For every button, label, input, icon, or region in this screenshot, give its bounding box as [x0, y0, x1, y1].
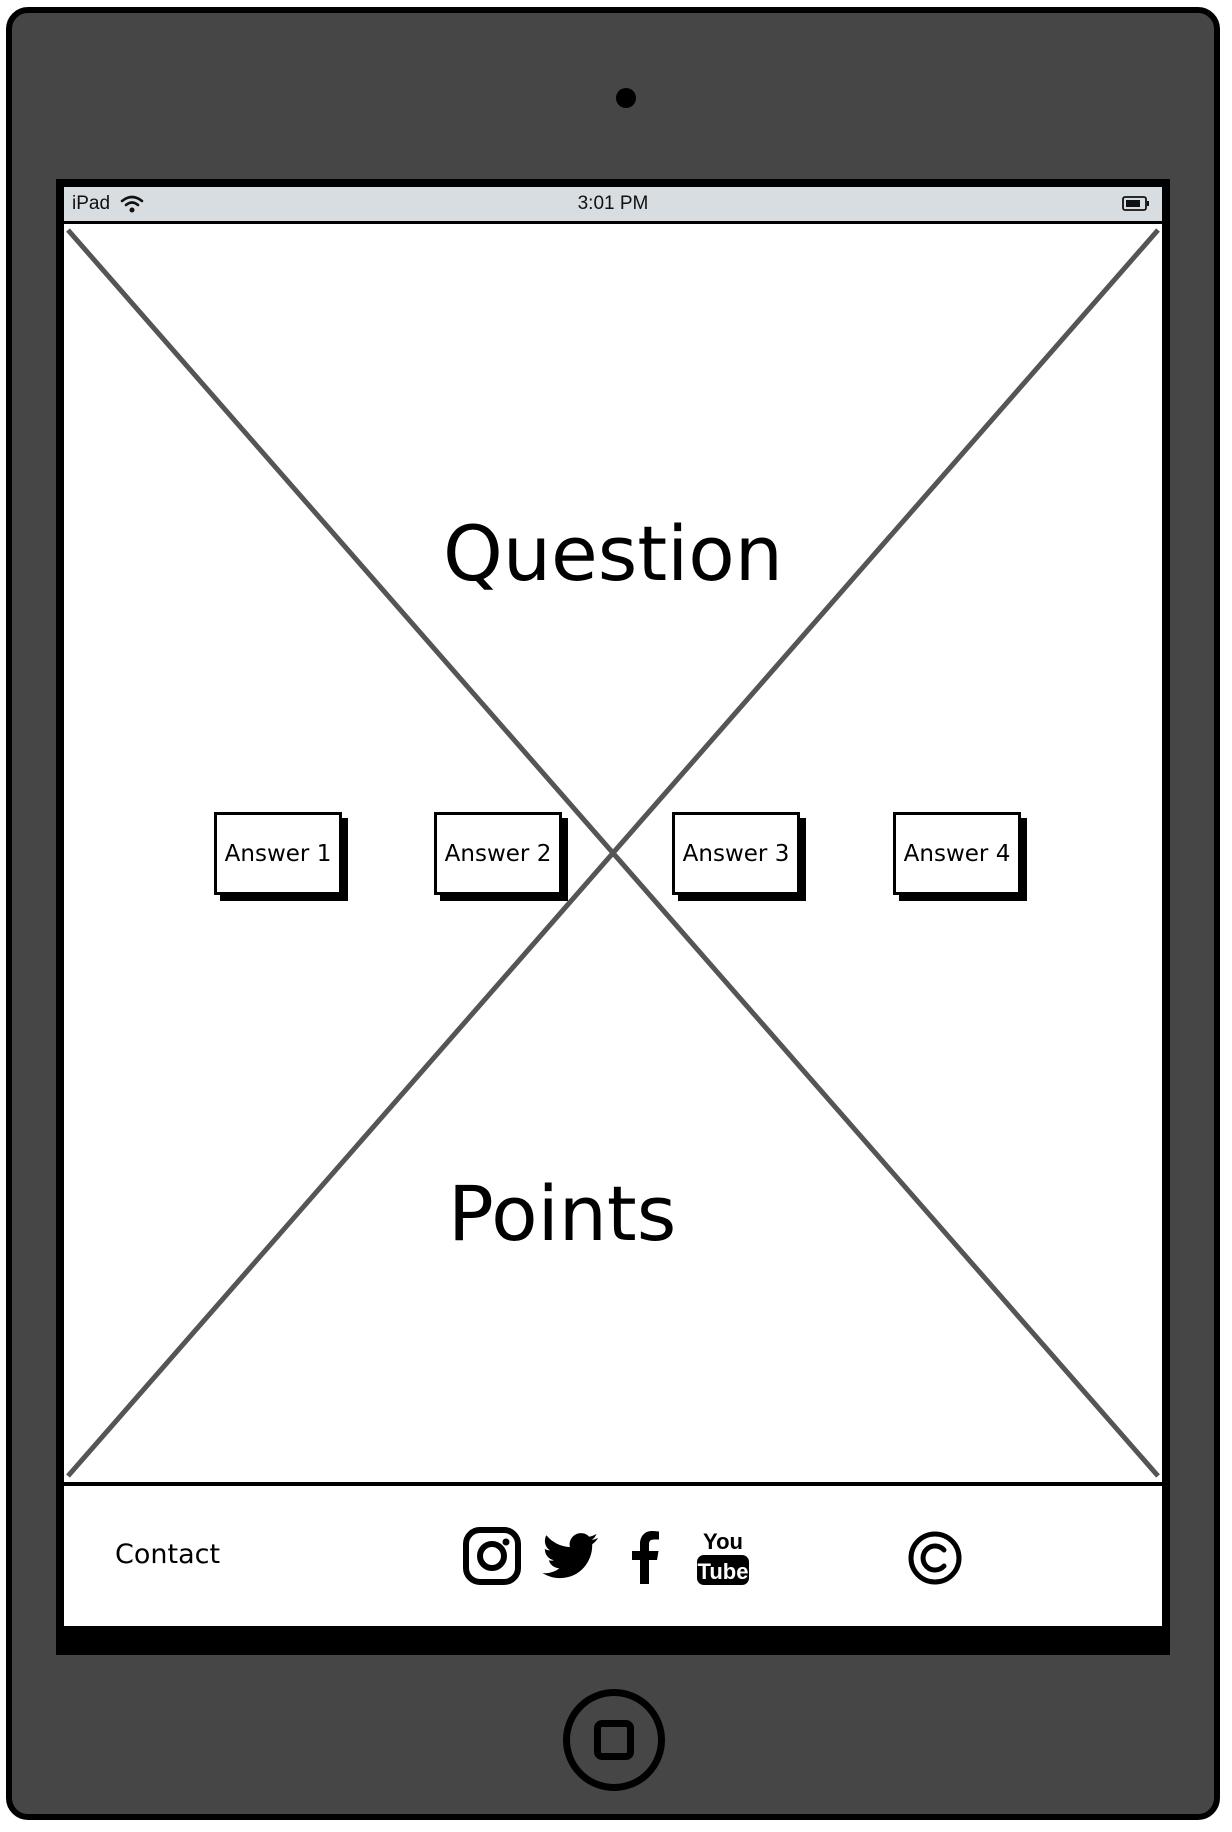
camera-icon — [616, 88, 636, 108]
status-left: iPad — [72, 193, 144, 215]
youtube-icon[interactable]: You Tube — [691, 1524, 755, 1588]
answer-4-button[interactable]: Answer 4 — [893, 812, 1021, 895]
main-content: Question Answer 1 Answer 2 Answer 3 Answ… — [64, 224, 1162, 1482]
image-placeholder-cross — [66, 228, 1160, 1478]
home-button[interactable] — [563, 1689, 665, 1791]
status-time: 3:01 PM — [577, 193, 649, 214]
copyright-icon — [908, 1531, 962, 1585]
battery-icon — [1122, 196, 1149, 211]
device-name: iPad — [72, 193, 111, 214]
twitter-icon[interactable] — [538, 1524, 602, 1588]
facebook-icon[interactable] — [614, 1524, 678, 1588]
points-text: Points — [448, 1169, 677, 1258]
youtube-text-top: You — [703, 1529, 743, 1554]
wifi-icon — [120, 195, 144, 213]
answer-1-button[interactable]: Answer 1 — [214, 812, 342, 895]
answer-3-button[interactable]: Answer 3 — [672, 812, 800, 895]
footer: Contact You Tube — [64, 1486, 1162, 1626]
tablet-screen: iPad 3:01 PM Question Answer 1 Answer 2 … — [56, 179, 1170, 1655]
instagram-icon[interactable] — [460, 1524, 524, 1588]
home-square-icon — [594, 1720, 634, 1760]
contact-link[interactable]: Contact — [115, 1539, 221, 1570]
question-text: Question — [443, 509, 783, 598]
answer-2-button[interactable]: Answer 2 — [434, 812, 562, 895]
youtube-text-bottom: Tube — [698, 1559, 749, 1584]
status-bar: iPad 3:01 PM — [64, 187, 1162, 221]
